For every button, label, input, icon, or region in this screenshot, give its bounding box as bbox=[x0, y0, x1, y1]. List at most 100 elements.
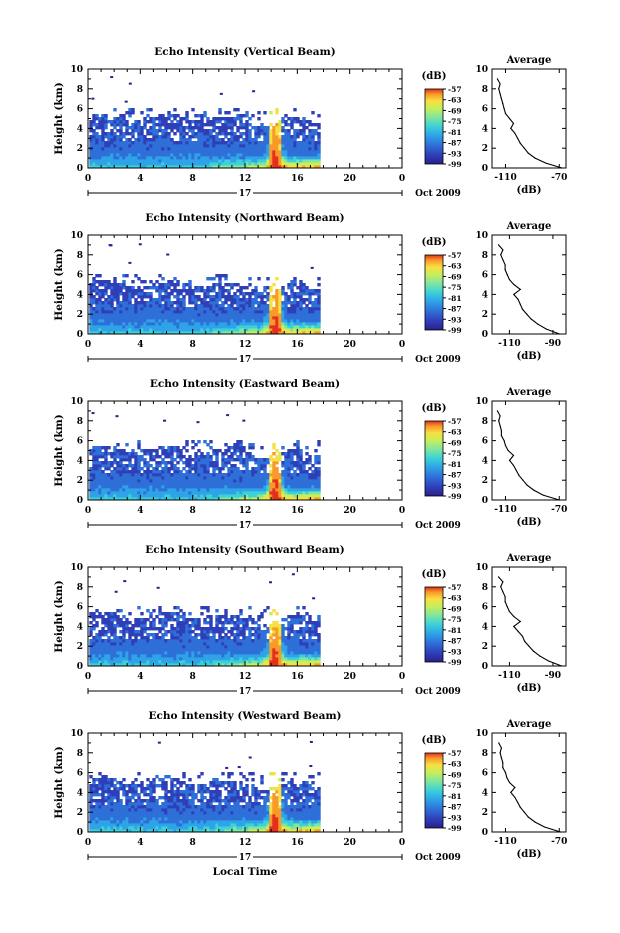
colorbar-tick-label: -75 bbox=[448, 615, 462, 624]
colorbar-tick-label: -99 bbox=[448, 824, 462, 833]
colorbar-tick-label: -87 bbox=[448, 803, 462, 812]
x-tick-label: 16 bbox=[291, 672, 304, 682]
profile-y-tick-label: 10 bbox=[475, 65, 488, 75]
x-tick-label: 0 bbox=[85, 174, 91, 184]
profile-y-tick-label: 0 bbox=[482, 330, 488, 340]
profile-x-tick-label: -110 bbox=[494, 837, 517, 847]
y-tick-label: 8 bbox=[77, 749, 83, 759]
month-label: Oct 2009 bbox=[415, 355, 461, 365]
heatmap-cells bbox=[89, 412, 320, 500]
profile-x-label: (dB) bbox=[517, 683, 542, 694]
x-tick-label: 4 bbox=[137, 838, 143, 848]
y-tick-label: 0 bbox=[77, 662, 83, 672]
y-tick-label: 2 bbox=[77, 808, 83, 818]
date-label: 17 bbox=[239, 853, 252, 863]
y-tick-label: 6 bbox=[77, 105, 83, 115]
colorbar-tick-label: -75 bbox=[448, 781, 462, 790]
colorbar-tick-label: -93 bbox=[448, 647, 462, 656]
colorbar-tick-label: -81 bbox=[448, 294, 462, 303]
profile-y-tick-label: 4 bbox=[482, 622, 488, 632]
x-tick-label: 8 bbox=[190, 340, 196, 350]
profile-x-tick-label: -70 bbox=[551, 837, 567, 847]
colorbar-tick-label: -87 bbox=[448, 305, 462, 314]
date-label: 17 bbox=[239, 189, 252, 199]
x-tick-label: 20 bbox=[343, 174, 356, 184]
x-tick-label: 8 bbox=[190, 672, 196, 682]
date-label: 17 bbox=[239, 355, 252, 365]
colorbar-tick-label: -81 bbox=[448, 460, 462, 469]
profile-y-tick-label: 8 bbox=[482, 417, 488, 427]
profile-y-tick-label: 2 bbox=[482, 144, 488, 154]
x-tick-label: 20 bbox=[343, 672, 356, 682]
y-tick-label: 2 bbox=[77, 144, 83, 154]
colorbar-tick-label: -57 bbox=[448, 749, 462, 758]
x-axis-label: Local Time bbox=[213, 866, 278, 878]
x-tick-label: 4 bbox=[137, 506, 143, 516]
profile-y-tick-label: 10 bbox=[475, 231, 488, 241]
colorbar-tick-label: -87 bbox=[448, 139, 462, 148]
profile-x-tick-label: -90 bbox=[545, 339, 561, 349]
colorbar-tick-label: -57 bbox=[448, 85, 462, 94]
profile-y-tick-label: 6 bbox=[482, 437, 488, 447]
date-label: 17 bbox=[239, 687, 252, 697]
profile-x-label: (dB) bbox=[517, 517, 542, 528]
colorbar-tick-label: -75 bbox=[448, 449, 462, 458]
month-label: Oct 2009 bbox=[415, 189, 461, 199]
profile-title: Average bbox=[506, 221, 552, 232]
x-tick-label: 12 bbox=[239, 340, 252, 350]
x-tick-label: 4 bbox=[137, 174, 143, 184]
profile-y-tick-label: 4 bbox=[482, 456, 488, 466]
y-tick-label: 4 bbox=[77, 622, 83, 632]
colorbar-tick-label: -63 bbox=[448, 760, 462, 769]
colorbar-tick-label: -69 bbox=[448, 106, 462, 115]
profile-y-tick-label: 0 bbox=[482, 496, 488, 506]
profile-y-tick-label: 2 bbox=[482, 310, 488, 320]
profile-title: Average bbox=[506, 387, 552, 398]
x-tick-label: 8 bbox=[190, 506, 196, 516]
y-tick-label: 10 bbox=[70, 231, 83, 241]
heatmap-cells bbox=[89, 573, 320, 666]
profile-title: Average bbox=[506, 55, 552, 66]
colorbar-tick-label: -81 bbox=[448, 128, 462, 137]
colorbar-tick-label: -87 bbox=[448, 637, 462, 646]
panel-title: Echo Intensity (Eastward Beam) bbox=[150, 378, 340, 390]
profile-x-tick-label: -110 bbox=[494, 505, 517, 515]
x-tick-label: 16 bbox=[291, 340, 304, 350]
y-tick-label: 6 bbox=[77, 437, 83, 447]
x-tick-label: 12 bbox=[239, 838, 252, 848]
x-tick-label: 20 bbox=[343, 838, 356, 848]
x-tick-label: 0 bbox=[399, 838, 405, 848]
profile-y-tick-label: 2 bbox=[482, 642, 488, 652]
y-tick-label: 0 bbox=[77, 164, 83, 174]
colorbar bbox=[425, 421, 443, 496]
x-tick-label: 16 bbox=[291, 838, 304, 848]
panel-title: Echo Intensity (Northward Beam) bbox=[145, 212, 344, 224]
colorbar-tick-label: -63 bbox=[448, 594, 462, 603]
x-tick-label: 4 bbox=[137, 672, 143, 682]
y-tick-label: 2 bbox=[77, 310, 83, 320]
y-tick-label: 4 bbox=[77, 124, 83, 134]
x-tick-label: 8 bbox=[190, 838, 196, 848]
profile-title: Average bbox=[506, 719, 552, 730]
y-tick-label: 8 bbox=[77, 251, 83, 261]
profile-y-tick-label: 6 bbox=[482, 105, 488, 115]
x-tick-label: 12 bbox=[239, 672, 252, 682]
profile-y-tick-label: 0 bbox=[482, 164, 488, 174]
profile-frame bbox=[492, 401, 566, 500]
profile-y-tick-label: 8 bbox=[482, 583, 488, 593]
y-tick-label: 4 bbox=[77, 290, 83, 300]
x-tick-label: 12 bbox=[239, 174, 252, 184]
colorbar-unit: (dB) bbox=[422, 71, 447, 82]
y-tick-label: 10 bbox=[70, 563, 83, 573]
x-tick-label: 0 bbox=[85, 838, 91, 848]
profile-y-tick-label: 2 bbox=[482, 808, 488, 818]
x-tick-label: 20 bbox=[343, 340, 356, 350]
profile-x-label: (dB) bbox=[517, 351, 542, 362]
profile-y-tick-label: 8 bbox=[482, 85, 488, 95]
y-axis-label: Height (km) bbox=[53, 248, 65, 320]
colorbar-tick-label: -75 bbox=[448, 283, 462, 292]
